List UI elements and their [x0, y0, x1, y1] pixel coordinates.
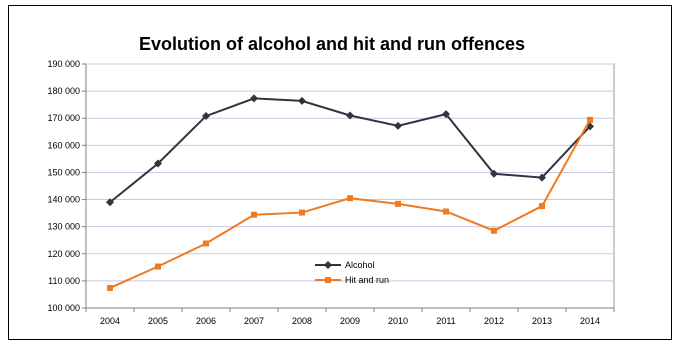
- data-point-diamond: [250, 94, 258, 103]
- grid: [85, 63, 615, 309]
- x-tick-label: 2006: [196, 316, 216, 326]
- y-tick-label: 150 000: [47, 167, 80, 177]
- data-point-square: [539, 203, 545, 210]
- data-point-square: [347, 195, 353, 202]
- data-point-square: [395, 200, 401, 207]
- data-point-square: [299, 209, 305, 216]
- plot-area: [85, 63, 615, 309]
- x-tick-label: 2008: [292, 316, 312, 326]
- data-point-diamond: [442, 110, 450, 119]
- y-tick-label: 120 000: [47, 249, 80, 259]
- x-tick-label: 2013: [532, 316, 552, 326]
- data-point-square: [203, 240, 209, 247]
- chart-title: Evolution of alcohol and hit and run off…: [139, 34, 525, 54]
- legend: Alcohol Hit and run: [315, 260, 389, 285]
- data-point-square: [587, 116, 593, 123]
- data-point-diamond: [324, 261, 332, 269]
- data-point-diamond: [394, 121, 402, 130]
- data-point-diamond: [490, 169, 498, 178]
- legend-label-hit-and-run: Hit and run: [345, 275, 389, 285]
- x-tick-label: 2014: [580, 316, 600, 326]
- y-tick-label: 100 000: [47, 303, 80, 313]
- y-tick-label: 190 000: [47, 59, 80, 69]
- data-point-square: [251, 211, 257, 218]
- axes: 100 000 110 000 120 000 130 000 140 000 150 0…: [47, 59, 615, 326]
- data-point-diamond: [106, 198, 114, 207]
- data-point-square: [443, 208, 449, 215]
- data-point-diamond: [346, 111, 354, 120]
- y-tick-label: 140 000: [47, 195, 80, 205]
- y-tick-label: 160 000: [47, 140, 80, 150]
- y-tick-label: 170 000: [47, 113, 80, 123]
- y-tick-label: 180 000: [47, 86, 80, 96]
- data-point-diamond: [202, 112, 210, 121]
- x-tick-label: 2004: [100, 316, 120, 326]
- data-point-square: [491, 227, 497, 234]
- data-point-diamond: [154, 159, 162, 168]
- x-tick-label: 2005: [148, 316, 168, 326]
- y-tick-label: 110 000: [48, 276, 80, 286]
- x-tick-label: 2011: [436, 316, 455, 326]
- data-point-diamond: [538, 173, 546, 182]
- series: [106, 94, 594, 291]
- data-point-square: [107, 284, 113, 291]
- y-tick-label: 130 000: [47, 222, 80, 232]
- data-point-diamond: [298, 96, 306, 105]
- x-tick-label: 2007: [244, 316, 264, 326]
- x-tick-label: 2012: [484, 316, 504, 326]
- x-tick-label: 2010: [388, 316, 408, 326]
- x-tick-label: 2009: [340, 316, 360, 326]
- legend-label-alcohol: Alcohol: [345, 260, 375, 270]
- data-point-square: [325, 277, 331, 283]
- data-point-square: [155, 263, 161, 270]
